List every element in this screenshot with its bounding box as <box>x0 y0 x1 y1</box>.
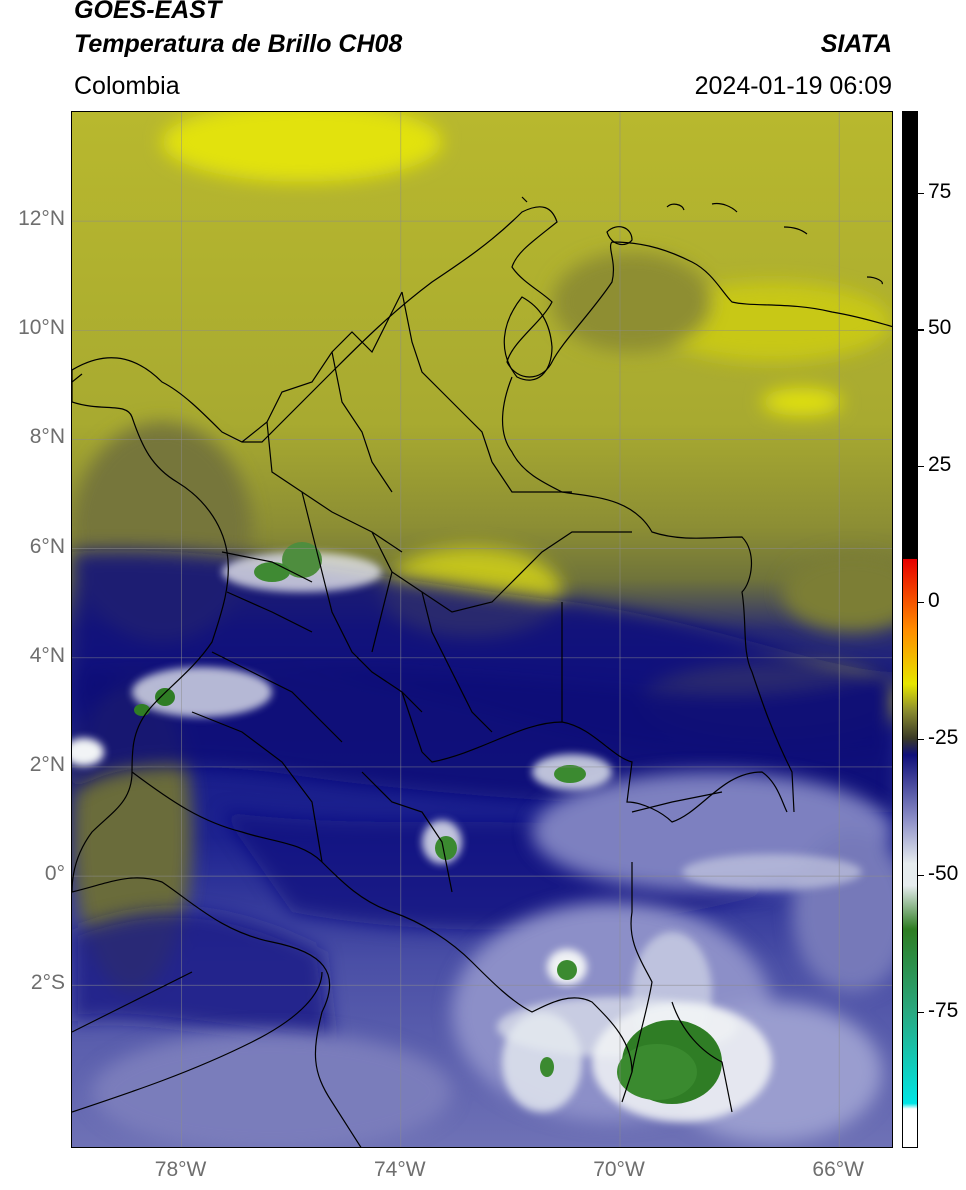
lat-tick-label: 6°N <box>29 534 65 558</box>
lat-tick-label: 2°S <box>30 971 65 995</box>
convective-cores <box>134 542 722 1104</box>
lat-tick-label: 12°N <box>18 207 65 231</box>
colorbar-tick-label: -25 <box>928 725 959 749</box>
colorbar-tick-mark <box>918 1011 924 1013</box>
gridlines <box>72 112 892 1147</box>
lat-tick-label: 0° <box>44 862 65 886</box>
colorbar-tick-mark <box>918 192 924 195</box>
lon-tick-label: 74°W <box>374 1158 426 1181</box>
lon-tick-label: 70°W <box>593 1158 645 1181</box>
borders <box>72 196 892 1147</box>
organization-label: SIATA <box>820 30 892 58</box>
lat-tick-label: 2°N <box>29 752 65 776</box>
lon-tick-label: 66°W <box>812 1158 864 1181</box>
colorbar-tick-mark <box>918 329 924 331</box>
colorbar-tick-mark <box>918 602 924 604</box>
lat-tick-label: 8°N <box>29 425 65 449</box>
colorbar-tick-label: 50 <box>928 316 952 340</box>
colorbar-tick-label: 0 <box>928 589 940 613</box>
colorbar-tick-label: 25 <box>928 452 952 476</box>
colorbar-tick-mark <box>918 875 924 877</box>
colorbar <box>902 111 918 1148</box>
timestamp-label: 2024-01-19 06:09 <box>694 72 892 100</box>
lat-tick-label: 10°N <box>18 316 65 340</box>
colorbar-tick-mark <box>918 738 924 740</box>
lat-tick-label: 4°N <box>29 643 65 667</box>
colorbar-tick-mark <box>918 465 924 467</box>
region-label: Colombia <box>74 72 180 100</box>
lon-tick-label: 78°W <box>154 1158 207 1181</box>
colorbar-tick-label: 75 <box>928 179 952 203</box>
title-product: Temperatura de Brillo CH08 <box>74 30 403 58</box>
colorbar-tick-label: -75 <box>928 998 959 1022</box>
map-canvas <box>72 112 892 1147</box>
satellite-map[interactable] <box>71 111 893 1148</box>
colorbar-tick-label: -50 <box>928 862 959 886</box>
title-satellite: GOES-EAST <box>74 0 222 24</box>
